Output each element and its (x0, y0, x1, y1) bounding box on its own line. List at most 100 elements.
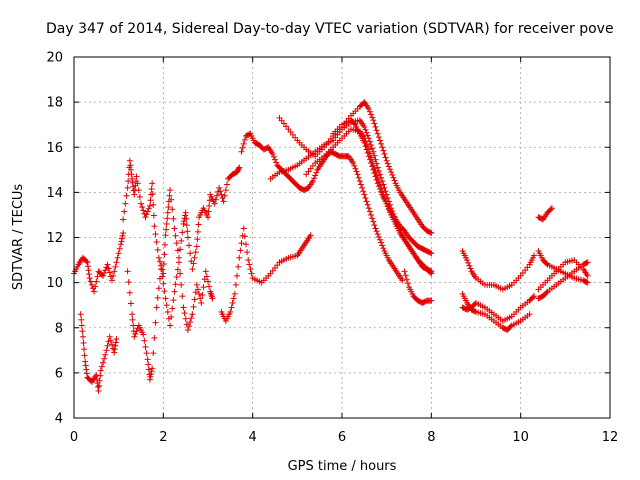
y-tick-label: 10 (46, 276, 63, 291)
data-point (149, 180, 156, 187)
data-point (368, 211, 375, 218)
y-tick-label: 14 (46, 186, 63, 201)
data-point (103, 347, 110, 354)
data-point (145, 205, 152, 212)
series-noisy-start-d (124, 259, 216, 383)
data-point (216, 184, 223, 191)
data-point (155, 254, 162, 261)
data-point (112, 263, 119, 270)
data-point (209, 295, 216, 302)
data-point (375, 233, 382, 240)
data-point (464, 257, 471, 264)
data-point (144, 208, 151, 215)
data-point (229, 299, 236, 306)
data-point (376, 236, 383, 243)
data-point (98, 363, 105, 370)
data-point (373, 127, 380, 134)
data-point (110, 272, 117, 279)
data-point (221, 192, 228, 199)
data-point (404, 280, 411, 287)
grid (74, 57, 610, 418)
data-point (223, 181, 230, 188)
data-point (182, 212, 189, 219)
data-point (81, 346, 88, 353)
data-point (181, 310, 188, 317)
data-point (197, 295, 204, 302)
data-point (242, 241, 249, 248)
data-point (82, 358, 89, 365)
series-far-right-top (535, 205, 555, 223)
y-tick-label: 18 (46, 96, 63, 111)
series-far-right-c (535, 257, 591, 293)
data-point (380, 245, 387, 252)
data-point (165, 204, 172, 211)
data-point (126, 157, 133, 164)
data-point (174, 266, 181, 273)
data-point (114, 254, 121, 261)
data-point (131, 191, 138, 198)
data-point (238, 148, 245, 155)
data-point (364, 132, 371, 139)
data-point (366, 108, 373, 115)
data-point (167, 187, 174, 194)
series-arc-16 (238, 130, 406, 284)
data-point (401, 268, 408, 275)
data-point (189, 266, 196, 273)
x-tick-label: 0 (70, 430, 78, 445)
data-point (353, 168, 360, 175)
data-point (84, 263, 91, 270)
data-point (145, 361, 152, 368)
data-point (368, 160, 375, 167)
data-point (362, 195, 369, 202)
data-point (168, 196, 175, 203)
data-point (247, 266, 254, 273)
data-point (80, 339, 87, 346)
data-point (365, 153, 372, 160)
data-point (194, 286, 201, 293)
data-point (202, 268, 209, 275)
data-point (182, 209, 189, 216)
data-point (151, 223, 158, 230)
data-point (193, 281, 200, 288)
data-point (366, 156, 373, 163)
series-right-mid (459, 293, 538, 324)
data-point (427, 249, 434, 256)
data-point (375, 183, 382, 190)
data-point (584, 279, 591, 286)
data-point (178, 281, 185, 288)
data-point (120, 229, 127, 236)
data-point (354, 171, 361, 178)
data-point (177, 270, 184, 277)
data-point (374, 130, 381, 137)
data-point (373, 228, 380, 235)
series-arc-17c (330, 117, 435, 257)
data-point (220, 198, 227, 205)
data-point (179, 229, 186, 236)
data-point (146, 202, 153, 209)
data-point (173, 240, 180, 247)
data-point (113, 336, 120, 343)
data-point (139, 204, 146, 211)
data-point (403, 276, 410, 283)
data-point (428, 270, 435, 277)
data-point (373, 160, 380, 167)
data-point (363, 129, 370, 136)
data-point (159, 273, 166, 280)
data-point (133, 173, 140, 180)
data-point (140, 331, 147, 338)
data-point (138, 200, 144, 207)
data-point (428, 250, 435, 257)
data-point (130, 322, 137, 329)
data-point (378, 174, 385, 181)
data-point (92, 283, 99, 290)
data-point (362, 143, 369, 150)
data-point (531, 252, 538, 259)
data-point (465, 259, 472, 266)
data-point (246, 261, 253, 268)
data-point (389, 171, 396, 178)
data-point (272, 156, 278, 163)
data-point (355, 174, 362, 181)
data-point (583, 259, 590, 266)
data-point (507, 323, 514, 330)
